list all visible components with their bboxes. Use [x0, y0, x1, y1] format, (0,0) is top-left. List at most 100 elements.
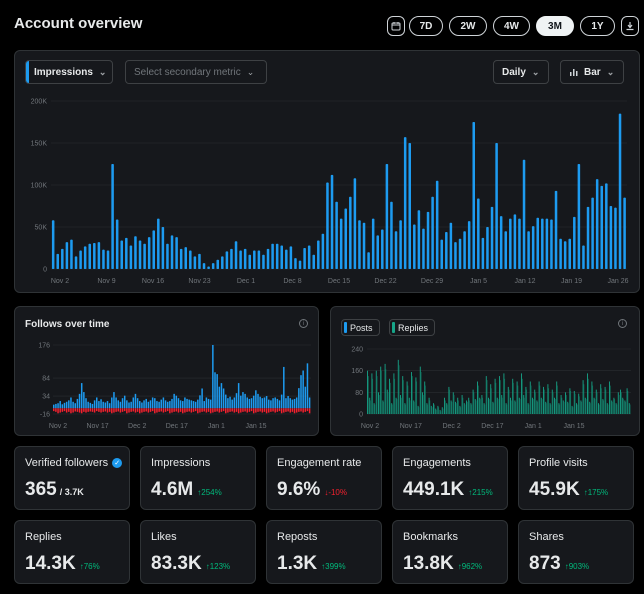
unfollows-bar	[237, 408, 240, 414]
impressions-bar	[161, 227, 165, 269]
stat-card-replies[interactable]: Replies 14.3K ↑76%	[14, 520, 130, 584]
unfollows-bar	[285, 408, 287, 412]
unfollows-bar	[53, 408, 55, 412]
stat-card-engagements[interactable]: Engagements 449.1K ↑215%	[392, 446, 508, 510]
download-button[interactable]	[621, 16, 639, 36]
follows-bar	[203, 401, 206, 409]
unfollows-bar	[154, 408, 156, 414]
posts-bar	[373, 403, 375, 414]
unfollows-bar	[141, 408, 143, 413]
follows-bar	[85, 398, 87, 409]
secondary-metric-dropdown[interactable]: Select secondary metric ⌄	[125, 60, 267, 84]
follows-bar	[151, 397, 154, 409]
x-tick-label: Jan 1	[525, 423, 542, 430]
unfollows-bar	[233, 408, 236, 413]
unfollows-bar	[108, 408, 111, 412]
impressions-bar	[239, 250, 242, 269]
unfollows-bar	[306, 408, 309, 412]
replies-bar	[385, 369, 387, 414]
replies-bar	[398, 365, 400, 414]
replies-bar	[422, 395, 424, 414]
impressions-bar	[527, 231, 530, 269]
stat-card-shares[interactable]: Shares 873 ↑903%	[518, 520, 634, 584]
info-icon[interactable]: i	[618, 319, 627, 328]
replies-bar	[370, 400, 371, 414]
replies-bar	[539, 385, 541, 414]
info-icon[interactable]: i	[299, 319, 308, 328]
range-1y-button[interactable]: 1Y	[580, 16, 615, 36]
replies-bar	[557, 385, 558, 414]
unfollows-bar	[72, 408, 74, 413]
replies-bar	[460, 407, 462, 414]
posts-bar	[540, 397, 542, 414]
x-tick-label: Jan 19	[561, 278, 582, 285]
stat-label-text: Shares	[529, 531, 564, 543]
chevron-down-icon: ⌄	[246, 66, 255, 77]
impressions-bar	[573, 216, 576, 269]
range-4w-button[interactable]: 4W	[493, 16, 530, 36]
stat-value-text: 1.3K	[277, 553, 318, 574]
range-3m-button[interactable]: 3M	[536, 16, 574, 36]
unfollows-bar	[227, 408, 229, 413]
impressions-bar	[129, 245, 133, 269]
calendar-button[interactable]	[387, 16, 405, 36]
impressions-bar	[472, 122, 475, 269]
unfollows-bar	[186, 408, 188, 412]
follows-bar	[141, 402, 143, 409]
follows-bar	[121, 398, 124, 409]
interval-dropdown[interactable]: Daily ⌄	[493, 60, 549, 84]
follows-bar	[235, 393, 238, 409]
impressions-bar	[358, 220, 361, 269]
impressions-bar	[536, 217, 539, 269]
replies-bar	[451, 401, 453, 414]
stat-card-engagement-rate[interactable]: Engagement rate 9.6% ↓-10%	[266, 446, 382, 510]
follows-bar	[78, 393, 81, 409]
range-7d-button[interactable]: 7D	[409, 16, 443, 36]
stat-card-bookmarks[interactable]: Bookmarks 13.8K ↑962%	[392, 520, 508, 584]
posts-bar	[538, 381, 540, 414]
unfollows-bar	[151, 408, 154, 412]
posts-bar	[450, 400, 452, 414]
legend-posts[interactable]: Posts	[341, 319, 380, 336]
follows-bar	[89, 402, 92, 409]
impressions-bar	[413, 224, 416, 269]
primary-metric-dropdown[interactable]: Impressions ⌄	[25, 60, 113, 84]
posts-bar	[501, 395, 503, 414]
stat-card-profile-visits[interactable]: Profile visits 45.9K ↑175%	[518, 446, 634, 510]
follows-bar	[209, 399, 212, 409]
follows-bar	[100, 399, 102, 409]
stat-change-up: ↑123%	[205, 562, 231, 571]
posts-bar	[613, 397, 615, 414]
impressions-bar	[326, 182, 329, 269]
chart-type-dropdown[interactable]: Bar ⌄	[560, 60, 624, 84]
posts-bar	[490, 384, 492, 414]
replies-bar	[620, 392, 622, 414]
impressions-bar	[431, 196, 434, 269]
stat-card-reposts[interactable]: Reposts 1.3K ↑399%	[266, 520, 382, 584]
replies-bar	[583, 384, 585, 414]
stat-card-verified-followers[interactable]: Verified followers ✓ 365/ 3.7K	[14, 446, 130, 510]
posts-bar	[483, 403, 485, 414]
impressions-bar	[166, 243, 169, 269]
legend-replies[interactable]: Replies	[389, 319, 436, 336]
unfollows-bar	[182, 408, 184, 414]
replies-bar	[418, 407, 420, 414]
impressions-bar	[623, 197, 626, 269]
y-tick-label: 176	[38, 343, 50, 350]
x-tick-label: Nov 2	[361, 423, 379, 430]
replies-bar	[559, 404, 561, 414]
replies-bar	[453, 395, 455, 414]
replies-bar	[603, 400, 605, 414]
x-tick-label: Dec 2	[128, 423, 146, 430]
impressions-bar	[449, 222, 453, 269]
posts-bar	[562, 400, 564, 414]
stat-card-impressions[interactable]: Impressions 4.6M ↑254%	[140, 446, 256, 510]
unfollows-bar	[139, 408, 141, 414]
x-tick-label: Nov 9	[97, 278, 115, 285]
replies-bar	[403, 380, 404, 414]
range-2w-button[interactable]: 2W	[449, 16, 487, 36]
unfollows-bar	[298, 408, 300, 412]
stat-card-likes[interactable]: Likes 83.3K ↑123%	[140, 520, 256, 584]
replies-bar	[563, 401, 565, 414]
posts-bar	[527, 403, 529, 414]
